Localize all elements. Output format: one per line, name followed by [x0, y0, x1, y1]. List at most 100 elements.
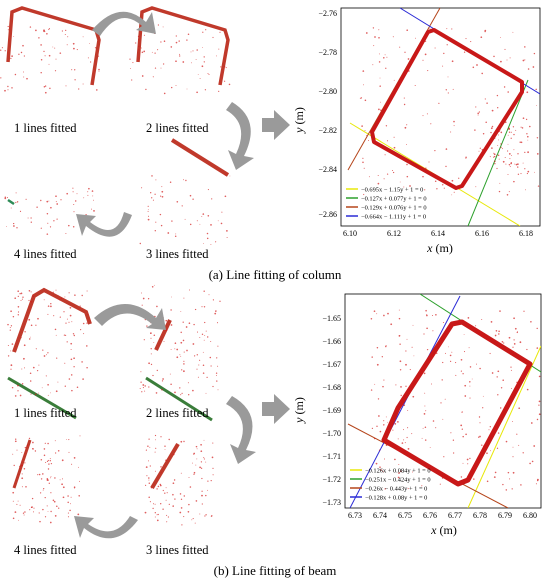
scatter-dot: [196, 368, 198, 370]
scatter-dot: [149, 446, 151, 448]
scatter-dot: [53, 220, 55, 222]
scatter-dot: [21, 460, 23, 462]
scatter-dot: [432, 420, 435, 422]
scatter-dot: [181, 369, 183, 371]
scatter-dot: [504, 121, 507, 124]
scatter-dot: [204, 335, 206, 337]
scatter-dot: [157, 485, 160, 488]
scatter-dot: [17, 500, 19, 502]
scatter-dot: [60, 199, 62, 201]
scatter-dot: [478, 330, 480, 332]
scatter-dot: [189, 223, 192, 226]
scatter-dot: [378, 415, 380, 417]
scatter-dot: [481, 148, 484, 151]
scatter-dot: [401, 442, 404, 444]
scatter-dot: [500, 143, 502, 145]
scatter-dot: [499, 129, 501, 131]
scatter-dot: [7, 323, 9, 326]
scatter-dot: [516, 433, 518, 435]
scatter-dot: [374, 383, 376, 385]
scatter-dot: [415, 37, 416, 39]
scatter-dot: [138, 45, 140, 48]
scatter-dot: [444, 352, 447, 354]
scatter-dot: [465, 157, 467, 159]
scatter-dot: [399, 369, 402, 371]
scatter-dot: [424, 189, 426, 191]
scatter-dot: [167, 232, 170, 234]
scatter-dot: [201, 65, 204, 68]
x-tick: 6.74: [373, 511, 387, 520]
scatter-dot: [57, 295, 59, 296]
scatter-dot: [162, 489, 164, 492]
scatter-dot: [403, 404, 406, 407]
scatter-dot: [21, 383, 24, 385]
scatter-dot: [392, 171, 395, 174]
scatter-dot: [425, 167, 427, 169]
scatter-dot: [378, 144, 381, 147]
scatter-dot: [14, 73, 17, 76]
column-outline: [370, 28, 524, 190]
scatter-dot: [29, 372, 32, 374]
scatter-dot: [46, 33, 48, 35]
scatter-dot: [434, 47, 436, 49]
scatter-dot: [148, 496, 150, 498]
scatter-dot: [526, 133, 528, 135]
y-tick: −2.78: [318, 48, 337, 57]
scatter-dot: [17, 384, 19, 387]
scatter-dot: [156, 369, 158, 372]
scatter-dot: [38, 392, 40, 394]
scatter-dot: [66, 341, 68, 343]
scatter-dot: [522, 452, 524, 454]
scatter-dot: [47, 442, 49, 445]
scatter-dot: [207, 73, 209, 74]
scatter-dot: [146, 325, 148, 327]
scatter-dot: [171, 86, 173, 89]
scatter-dot: [500, 124, 502, 126]
scatter-dot: [154, 503, 156, 505]
scatter-dot: [175, 60, 177, 63]
scatter-dot: [0, 49, 2, 51]
scatter-dot: [464, 384, 467, 387]
scatter-dot: [66, 318, 68, 320]
x-tick: 6.79: [498, 511, 512, 520]
scatter-dot: [202, 364, 205, 367]
scatter-dot: [148, 362, 150, 365]
scatter-dot: [515, 163, 518, 166]
scatter-dot: [538, 400, 541, 403]
scatter-dot: [152, 503, 155, 505]
legend-item: −0.26x − 0.443y + 1 = 0: [365, 486, 427, 493]
scatter-dot: [520, 126, 522, 128]
scatter-dot: [22, 512, 25, 514]
scatter-dot: [195, 464, 197, 466]
scatter-dot: [32, 366, 35, 369]
scatter-dot: [194, 522, 196, 524]
scatter-dot: [218, 90, 220, 92]
scatter-dot: [452, 439, 455, 441]
scatter-dot: [192, 343, 195, 345]
scatter-dot: [140, 371, 142, 373]
scatter-dot: [469, 174, 471, 176]
scatter-dot: [421, 485, 423, 487]
y-tick: −1.72: [322, 475, 341, 484]
scatter-dot: [170, 309, 172, 311]
scatter-dot: [94, 47, 97, 49]
scatter-dot: [49, 460, 51, 462]
scatter-dot: [500, 387, 503, 389]
scatter-dot: [27, 217, 29, 219]
scatter-dot: [147, 215, 150, 217]
scatter-dot: [59, 299, 61, 301]
scatter-dot: [430, 123, 432, 125]
scatter-dot: [527, 135, 529, 138]
scatter-dot: [45, 461, 47, 464]
scatter-dot: [206, 237, 209, 240]
scatter-dot: [476, 363, 477, 365]
scatter-dot: [442, 321, 445, 324]
scatter-dot: [393, 146, 396, 149]
scatter-dot: [403, 453, 405, 455]
scatter-dot: [72, 187, 74, 189]
scatter-dot: [462, 435, 464, 438]
scatter-dot: [370, 317, 373, 320]
scatter-dot: [510, 353, 512, 355]
scatter-dot: [378, 61, 381, 63]
scatter-dot: [206, 376, 208, 379]
